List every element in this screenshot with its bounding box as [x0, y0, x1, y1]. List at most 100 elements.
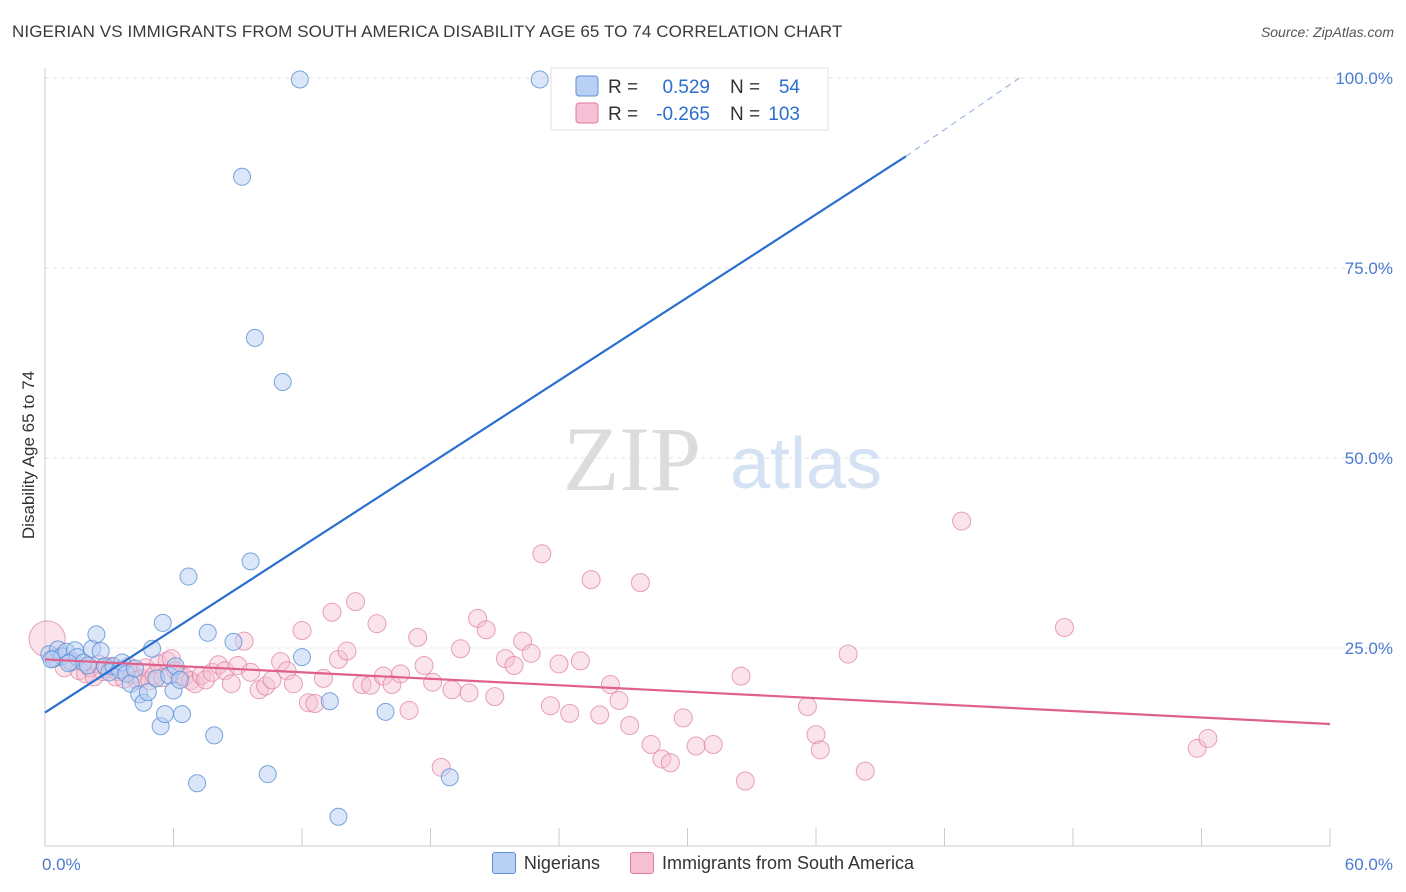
data-point-south-america: [367, 614, 387, 634]
data-point-nigerians: [290, 70, 309, 89]
data-point-nigerians: [155, 705, 174, 724]
data-point-south-america: [810, 740, 830, 760]
data-point-south-america: [630, 573, 650, 593]
data-point-nigerians: [138, 683, 157, 702]
data-point-south-america: [797, 697, 817, 717]
data-point-south-america: [581, 570, 601, 590]
data-point-nigerians: [530, 70, 549, 89]
data-point-south-america: [673, 708, 693, 728]
data-point-south-america: [322, 602, 342, 622]
data-point-nigerians: [78, 656, 97, 675]
data-point-south-america: [221, 674, 241, 694]
y-tick-label: 100.0%: [1335, 69, 1393, 88]
data-point-nigerians: [258, 765, 277, 784]
y-tick-label: 25.0%: [1345, 639, 1393, 658]
trend-lines: [44, 77, 1331, 726]
data-point-south-america: [620, 716, 640, 736]
data-point-south-america: [549, 654, 569, 674]
data-point-south-america: [459, 683, 479, 703]
data-point-south-america: [196, 670, 216, 690]
data-point-nigerians: [440, 768, 459, 787]
data-point-south-america: [560, 703, 580, 723]
data-point-south-america: [391, 664, 411, 684]
data-point-south-america: [540, 696, 560, 716]
data-point-south-america: [806, 725, 826, 745]
data-point-nigerians: [293, 648, 311, 667]
chart-title: NIGERIAN VS IMMIGRANTS FROM SOUTH AMERIC…: [12, 22, 843, 41]
data-point-south-america: [952, 511, 972, 531]
data-point-south-america: [731, 666, 751, 686]
data-point-south-america: [1187, 738, 1207, 758]
data-point-south-america: [838, 644, 858, 664]
data-point-south-america: [855, 761, 875, 781]
legend-n-label-pink: N =: [730, 104, 760, 125]
data-point-south-america: [298, 693, 318, 713]
data-point-south-america: [485, 687, 505, 707]
legend-swatch-pink: [575, 102, 599, 124]
data-point-nigerians: [188, 774, 207, 793]
data-point-south-america: [414, 655, 434, 675]
data-point-south-america: [521, 643, 541, 663]
data-point-south-america: [241, 662, 261, 682]
data-point-nigerians: [91, 642, 110, 661]
data-point-south-america: [399, 700, 419, 720]
data-point-south-america: [423, 672, 443, 692]
correlation-legend: R = 0.529 N = 54 R = -0.265 N = 103: [550, 67, 829, 131]
data-point-nigerians: [233, 167, 252, 186]
legend-swatch-nigerians: [491, 852, 516, 874]
data-point-nigerians: [170, 670, 189, 689]
watermark: ZIP atlas: [563, 408, 882, 510]
legend-swatch-south-america: [629, 852, 654, 874]
watermark-atlas: atlas: [730, 424, 882, 504]
data-point-nigerians: [59, 654, 78, 673]
data-point-south-america: [1054, 617, 1074, 637]
legend-r-label-pink: R =: [608, 104, 638, 125]
data-point-south-america: [442, 680, 462, 700]
data-point-nigerians: [273, 373, 292, 391]
data-point-nigerians: [205, 726, 224, 745]
data-point-nigerians: [87, 625, 106, 644]
legend-item-nigerians: Nigerians: [491, 852, 600, 874]
data-point-south-america: [408, 627, 428, 647]
legend-r-value-blue: 0.529: [662, 77, 710, 98]
tick-labels: 25.0% 50.0% 75.0% 100.0% 0.0% 60.0%: [42, 69, 1393, 874]
data-point-south-america: [532, 544, 552, 564]
legend-label-south-america: Immigrants from South America: [661, 852, 915, 873]
data-point-south-america: [283, 674, 303, 694]
data-point-nigerians: [153, 613, 172, 632]
watermark-zip: ZIP: [563, 408, 701, 510]
data-point-south-america: [337, 641, 357, 661]
source-note: Source: ZipAtlas.com: [1260, 24, 1394, 40]
data-point-nigerians: [376, 702, 395, 721]
data-point-south-america: [450, 639, 470, 659]
data-point-south-america: [292, 621, 312, 641]
data-point-nigerians: [320, 692, 339, 711]
legend-r-value-pink: -0.265: [656, 104, 710, 125]
pink-points: [28, 511, 1218, 791]
data-point-nigerians: [245, 328, 264, 347]
trend-line-south-america: [44, 658, 1331, 726]
data-point-south-america: [600, 674, 620, 694]
axes: [44, 68, 1331, 847]
data-point-south-america: [686, 736, 706, 756]
legend-swatch-blue: [575, 75, 599, 97]
x-tick-label: 0.0%: [42, 855, 81, 874]
data-point-south-america: [570, 651, 590, 671]
data-point-nigerians: [198, 623, 217, 642]
legend-n-value-blue: 54: [779, 77, 801, 98]
data-point-south-america: [476, 620, 496, 640]
legend-n-label-blue: N =: [730, 77, 760, 98]
legend-r-label-blue: R =: [608, 77, 638, 98]
data-point-south-america: [660, 753, 680, 773]
data-point-nigerians: [241, 552, 260, 571]
data-point-nigerians: [173, 705, 192, 724]
x-tick-label: 60.0%: [1345, 855, 1393, 874]
y-axis-label: Disability Age 65 to 74: [19, 371, 38, 539]
trend-line-nigerians-extension: [905, 77, 1020, 157]
y-tick-label: 75.0%: [1345, 259, 1393, 278]
trend-line-nigerians: [44, 155, 907, 714]
data-point-south-america: [1198, 728, 1218, 748]
data-point-south-america: [703, 735, 723, 755]
data-point-south-america: [735, 771, 755, 791]
